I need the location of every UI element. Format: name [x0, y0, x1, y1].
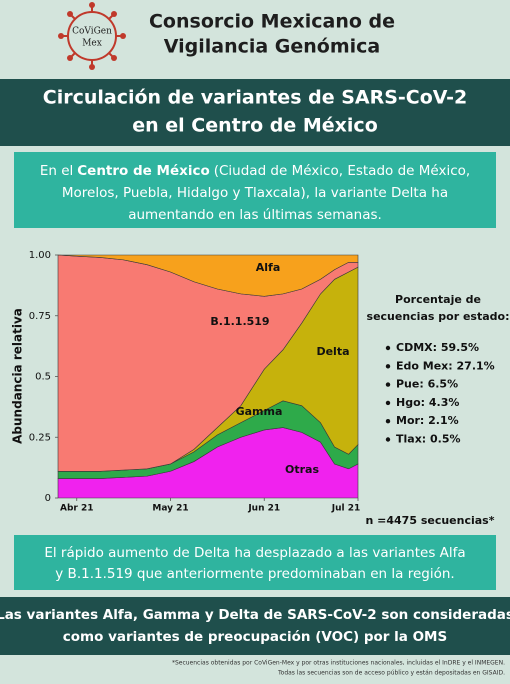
state-percentage: Edo Mex: 27.1%	[396, 359, 495, 372]
state-percentage: Mor: 2.1%	[396, 414, 459, 427]
series-label: Delta	[316, 345, 349, 358]
chart: Abundancia relativa n =4475 secuencias* …	[11, 250, 495, 527]
intro-text: En el	[40, 163, 73, 179]
series-label: Otras	[285, 463, 319, 476]
intro-line: aumentando en las últimas semanas.	[128, 207, 382, 223]
y-tick-label: 0.5	[35, 372, 51, 383]
footnote: *Secuencias obtenidas por CoViGen-Mex y …	[172, 660, 505, 667]
x-tick-label: Jun 21	[247, 504, 280, 514]
header-title: Vigilancia Genómica	[164, 36, 381, 58]
bullet	[385, 345, 391, 351]
banner-title: en el Centro de México	[132, 115, 378, 137]
x-tick-label: May 21	[152, 504, 188, 514]
series-label: Gamma	[236, 405, 283, 418]
bullet	[385, 382, 391, 387]
x-tick-label: Abr 21	[60, 504, 94, 514]
intro-line: En el Centro de México (Ciudad de México, …	[40, 163, 470, 179]
summary-line: y B.1.1.519 que anteriormente predominab…	[55, 566, 454, 582]
plot-area	[57, 254, 359, 499]
banner-title: Circulación de variantes de SARS-CoV-2	[43, 87, 467, 109]
series-label: B.1.1.519	[210, 315, 269, 328]
intro-line: Morelos, Puebla, Hidalgo y Tlaxcala), la…	[62, 185, 448, 201]
state-percentage: Tlax: 0.5%	[396, 433, 461, 446]
area	[57, 254, 359, 297]
intro-emphasis: Centro de México	[77, 163, 209, 179]
sidebar: Porcentaje de secuencias por estado: CDM…	[367, 293, 510, 446]
x-tick-label: Jul 21	[331, 504, 361, 514]
bullet	[385, 419, 391, 424]
logo-text: Mex	[82, 39, 102, 49]
summary-box	[14, 535, 496, 590]
voc-line: como variantes de preocupación (VOC) por…	[63, 629, 447, 645]
intro-text: (Ciudad de México, Estado de México,	[214, 163, 470, 179]
summary-line: El rápido aumento de Delta ha desplazado…	[44, 545, 465, 561]
state-percentage: CDMX: 59.5%	[396, 341, 479, 354]
voc-line: Las variantes Alfa, Gamma y Delta de SAR…	[0, 607, 510, 623]
banner	[0, 79, 510, 146]
y-tick-label: 1.00	[29, 250, 51, 261]
bullet	[385, 364, 391, 369]
header-title: Consorcio Mexicano de	[149, 11, 395, 33]
sample-note: n =4475 secuencias*	[366, 514, 495, 527]
intro-box	[14, 152, 496, 228]
state-percentage: Hgo: 4.3%	[396, 396, 459, 409]
voc-bar	[0, 597, 510, 655]
logo-text: CoViGen	[72, 27, 112, 37]
series-label: Alfa	[256, 261, 281, 274]
bullet	[385, 400, 391, 406]
y-tick-label: 0.25	[29, 432, 51, 443]
state-percentage: Pue: 6.5%	[396, 378, 458, 391]
footnote: Todas las secuencias son de acceso públi…	[277, 670, 505, 677]
logo: CoViGen Mex	[58, 2, 126, 70]
sidebar-title: secuencias por estado:	[367, 310, 510, 323]
y-axis-title: Abundancia relativa	[11, 308, 25, 444]
y-tick-label: 0	[45, 493, 51, 504]
bullet	[385, 437, 391, 442]
logo-spike-heads	[58, 2, 126, 70]
sidebar-title: Porcentaje de	[395, 293, 481, 306]
y-tick-label: 0.75	[29, 311, 51, 322]
